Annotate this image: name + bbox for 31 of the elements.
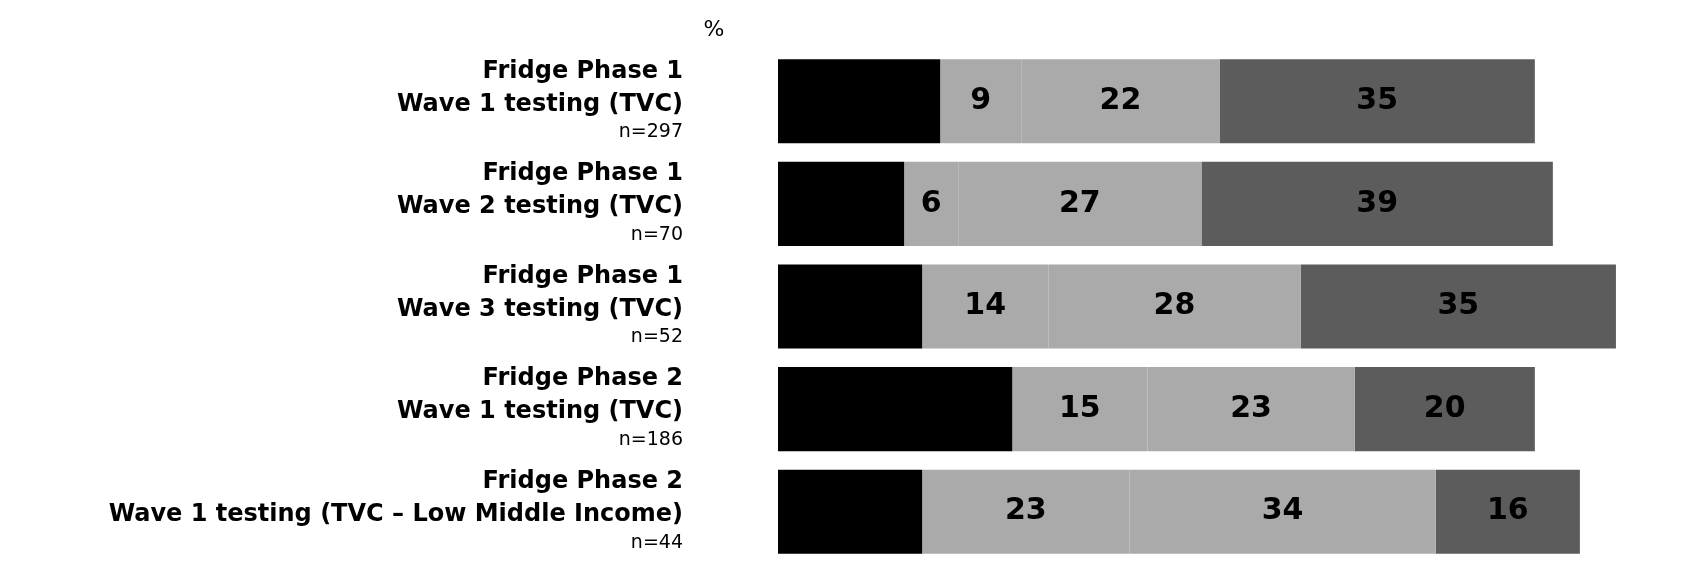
- y-tick-label: Fridge Phase 1 Wave 1 testing (TVC) n=297: [397, 55, 683, 142]
- bar: [778, 59, 941, 144]
- data-label: 28: [1153, 286, 1196, 322]
- bar: [1201, 161, 1553, 246]
- bar: [1219, 59, 1535, 144]
- data-label: 22: [1099, 81, 1142, 117]
- data-label: 16: [1486, 491, 1529, 527]
- data-label: 35: [1437, 286, 1480, 322]
- y-tick-label: Fridge Phase 1 Wave 3 testing (TVC) n=52: [397, 260, 683, 347]
- data-label: 6: [920, 183, 942, 219]
- data-label: 14: [964, 286, 1007, 322]
- bar: [778, 469, 923, 554]
- y-tick-label: Fridge Phase 2 Wave 1 testing (TVC – Low Middle Income) n=44: [108, 465, 683, 552]
- text: %: [703, 15, 725, 41]
- bar: [1300, 264, 1616, 349]
- data-label: 34: [1261, 491, 1304, 527]
- bar: [778, 367, 1013, 452]
- data-label: 23: [1004, 491, 1047, 527]
- bar: [778, 264, 923, 349]
- data-label: 23: [1230, 388, 1272, 424]
- bar: [778, 161, 905, 246]
- data-label: 39: [1356, 183, 1399, 219]
- y-tick-label: Fridge Phase 1 Wave 2 testing (TVC) n=70: [397, 158, 683, 244]
- data-label: 9: [970, 81, 992, 117]
- data-label: 35: [1356, 81, 1399, 117]
- y-tick-label: Fridge Phase 2 Wave 1 testing (TVC) n=186: [397, 363, 683, 450]
- data-label: 20: [1423, 388, 1466, 424]
- data-label: 15: [1058, 388, 1101, 424]
- data-label: 27: [1058, 183, 1101, 219]
- bar: [1435, 469, 1580, 554]
- bar: [1354, 367, 1535, 452]
